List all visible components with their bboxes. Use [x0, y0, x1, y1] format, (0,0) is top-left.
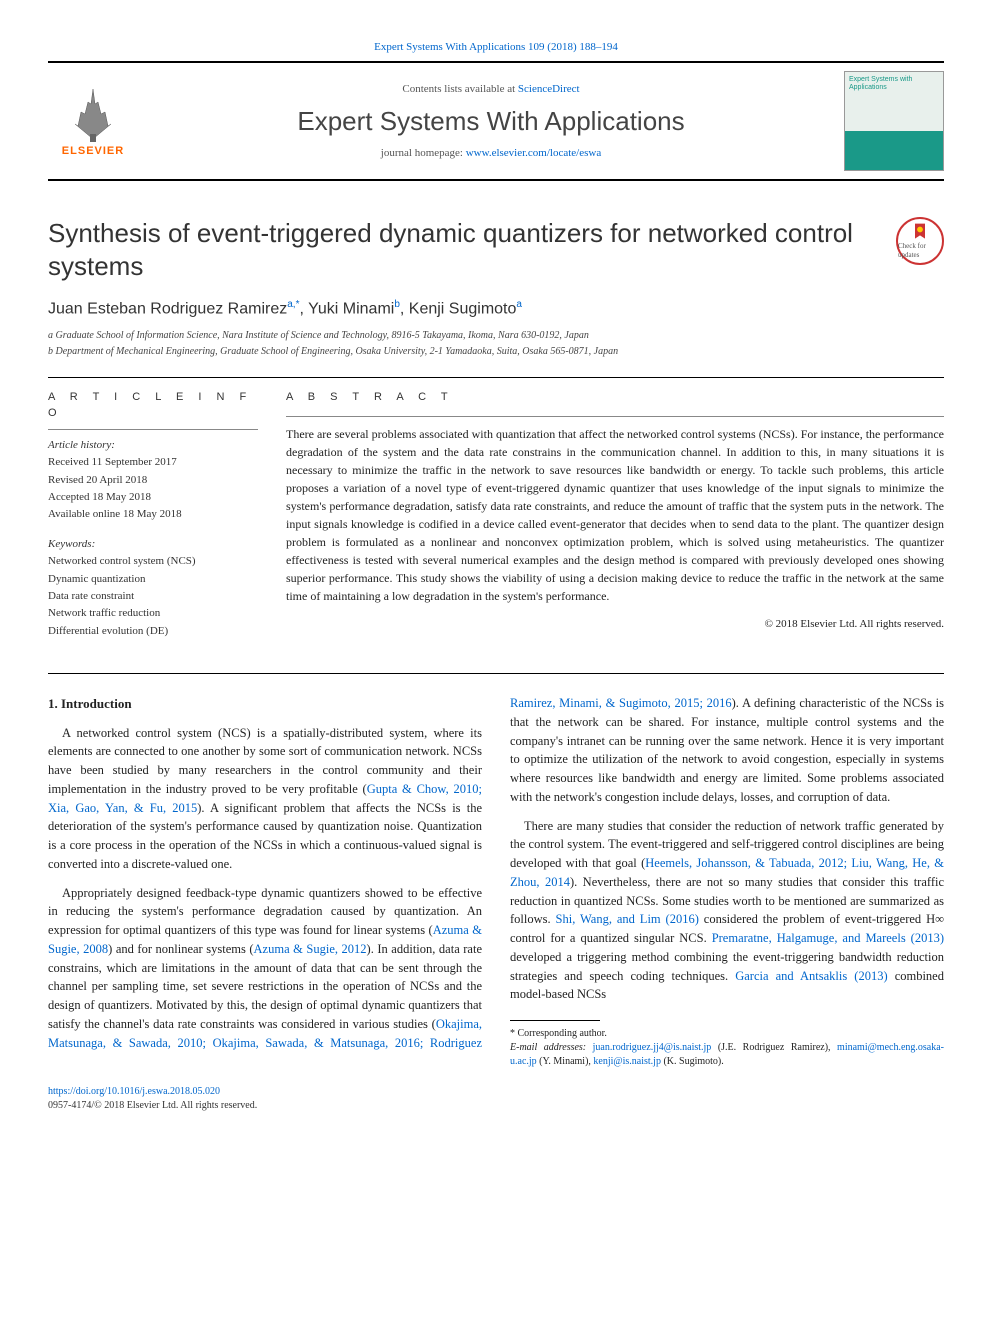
- doi-link[interactable]: https://doi.org/10.1016/j.eswa.2018.05.0…: [48, 1085, 944, 1099]
- ref-azuma-2012[interactable]: Azuma & Sugie, 2012: [254, 942, 367, 956]
- email-label: E-mail addresses:: [510, 1042, 586, 1053]
- homepage-prefix: journal homepage:: [381, 147, 466, 159]
- history-online: Available online 18 May 2018: [48, 507, 258, 522]
- article-info-heading: A R T I C L E I N F O: [48, 390, 258, 421]
- homepage-line: journal homepage: www.elsevier.com/locat…: [150, 146, 832, 161]
- contents-prefix: Contents lists available at: [402, 83, 517, 95]
- publisher-logo: ELSEVIER: [48, 76, 138, 166]
- bookmark-check-icon: [910, 222, 930, 242]
- corresponding-author-note: * Corresponding author.: [510, 1027, 944, 1041]
- author-1-sup: a,*: [287, 299, 299, 310]
- body-divider: [48, 673, 944, 674]
- email-3-who: (K. Sugimoto).: [661, 1056, 724, 1067]
- author-3: Kenji Sugimoto: [409, 301, 517, 318]
- abstract-text: There are several problems associated wi…: [286, 416, 944, 605]
- p2-text-a: Appropriately designed feedback-type dyn…: [48, 886, 482, 938]
- keywords-label: Keywords:: [48, 537, 258, 552]
- body-columns: 1. Introduction A networked control syst…: [48, 694, 944, 1069]
- rights-line: 0957-4174/© 2018 Elsevier Ltd. All right…: [48, 1099, 944, 1113]
- history-revised: Revised 20 April 2018: [48, 473, 258, 488]
- keyword-2: Dynamic quantization: [48, 572, 258, 587]
- history-label: Article history:: [48, 438, 258, 453]
- keyword-5: Differential evolution (DE): [48, 624, 258, 639]
- article-history-block: Article history: Received 11 September 2…: [48, 429, 258, 523]
- author-1: Juan Esteban Rodriguez Ramirez: [48, 301, 287, 318]
- keywords-block: Keywords: Networked control system (NCS)…: [48, 537, 258, 639]
- article-info-column: A R T I C L E I N F O Article history: R…: [48, 390, 258, 653]
- homepage-link[interactable]: www.elsevier.com/locate/eswa: [466, 147, 602, 159]
- abstract-heading: A B S T R A C T: [286, 390, 944, 405]
- paragraph-3: There are many studies that consider the…: [510, 817, 944, 1005]
- author-2-sup: b: [394, 299, 400, 310]
- affiliations: a Graduate School of Information Science…: [48, 329, 944, 359]
- journal-cover-thumb: Expert Systems with Applications: [844, 71, 944, 171]
- abstract-copyright: © 2018 Elsevier Ltd. All rights reserved…: [286, 617, 944, 632]
- publisher-name: ELSEVIER: [62, 144, 124, 159]
- ref-garcia-2013[interactable]: Garcia and Antsaklis (2013): [735, 969, 887, 983]
- section-1-heading: 1. Introduction: [48, 694, 482, 714]
- ref-shi-2016[interactable]: Shi, Wang, and Lim (2016): [556, 912, 699, 926]
- author-list: Juan Esteban Rodriguez Ramireza,*, Yuki …: [48, 298, 944, 321]
- tree-icon: [63, 84, 123, 144]
- footnote-separator: [510, 1020, 600, 1021]
- ref-premaratne-2013[interactable]: Premaratne, Halgamuge, and Mareels (2013…: [712, 931, 944, 945]
- email-3-link[interactable]: kenji@is.naist.jp: [593, 1056, 661, 1067]
- history-accepted: Accepted 18 May 2018: [48, 490, 258, 505]
- contents-list-line: Contents lists available at ScienceDirec…: [150, 82, 832, 97]
- crossmark-badge[interactable]: Check for updates: [896, 217, 944, 265]
- author-2: Yuki Minami: [308, 301, 394, 318]
- email-2-who: (Y. Minami),: [537, 1056, 594, 1067]
- keyword-3: Data rate constraint: [48, 589, 258, 604]
- abstract-column: A B S T R A C T There are several proble…: [286, 390, 944, 653]
- email-addresses: E-mail addresses: juan.rodriguez.jj4@is.…: [510, 1041, 944, 1069]
- section-divider: [48, 377, 944, 378]
- affiliation-a: a Graduate School of Information Science…: [48, 329, 944, 343]
- keyword-4: Network traffic reduction: [48, 606, 258, 621]
- article-title: Synthesis of event-triggered dynamic qua…: [48, 217, 884, 282]
- p2-text-e: ). A defining characteristic of the NCSs…: [510, 696, 944, 804]
- affiliation-b: b Department of Mechanical Engineering, …: [48, 345, 944, 359]
- journal-name: Expert Systems With Applications: [150, 103, 832, 139]
- masthead: ELSEVIER Contents lists available at Sci…: [48, 61, 944, 181]
- citation-line: Expert Systems With Applications 109 (20…: [48, 40, 944, 55]
- email-1-link[interactable]: juan.rodriguez.jj4@is.naist.jp: [593, 1042, 712, 1053]
- crossmark-label: Check for updates: [898, 242, 942, 262]
- sciencedirect-link[interactable]: ScienceDirect: [518, 83, 580, 95]
- keyword-1: Networked control system (NCS): [48, 554, 258, 569]
- paragraph-1: A networked control system (NCS) is a sp…: [48, 724, 482, 874]
- history-received: Received 11 September 2017: [48, 455, 258, 470]
- email-1-who: (J.E. Rodriguez Ramirez),: [711, 1042, 837, 1053]
- p2-text-b: ) and for nonlinear systems (: [108, 942, 253, 956]
- p2-text-d: of quantizers. Motivated by this, the de…: [48, 998, 482, 1031]
- author-3-sup: a: [516, 299, 522, 310]
- cover-thumb-title: Expert Systems with Applications: [849, 76, 943, 91]
